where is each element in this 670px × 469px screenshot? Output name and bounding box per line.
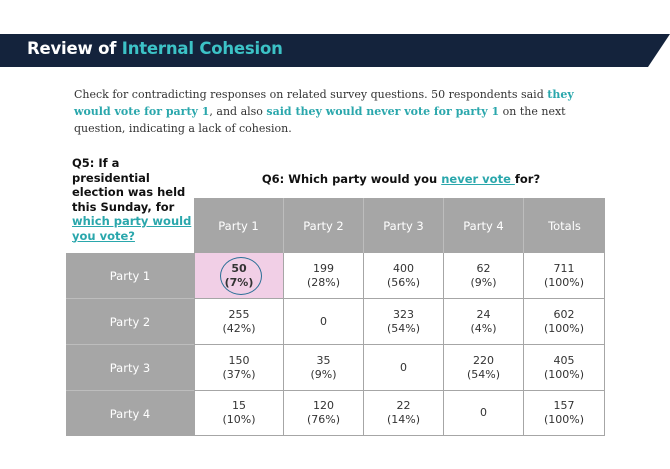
table-cell: 255 (42%) [194,299,284,345]
table-cell: 24 (4%) [444,299,524,345]
table-cell-total: 405 (100%) [524,345,605,391]
page-title: Review of Internal Cohesion [27,39,283,58]
table-cell: 323 (54%) [364,299,444,345]
row-header: Party 1 [66,253,194,299]
row-header: Party 3 [66,345,194,391]
table-cell: 150 (37%) [194,345,284,391]
table-cell: 15 (10%) [194,391,284,436]
table-cell: 220 (54%) [444,345,524,391]
q5-label: Q5: If a presidential election was held … [72,156,192,243]
column-header: Party 2 [284,198,364,253]
column-header: Party 1 [194,198,284,253]
intro-paragraph: Check for contradicting responses on rel… [74,88,574,135]
table-cell: 22 (14%) [364,391,444,436]
cross-tab-table: Party 1 Party 2 Party 3 Party 4 Totals P… [66,198,605,436]
table-cell: 62 (9%) [444,253,524,299]
table-cell-total: 157 (100%) [524,391,605,436]
table-cell: 120 (76%) [284,391,364,436]
column-header: Party 4 [444,198,524,253]
table-cell: 0 [444,391,524,436]
highlight-circle [220,257,262,295]
table-cell: 400 (56%) [364,253,444,299]
table-cell: 0 [284,299,364,345]
table-cell: 199 (28%) [284,253,364,299]
column-header: Totals [524,198,605,253]
q5-underlined: which party would you vote? [72,214,192,243]
table-cell-total: 711 (100%) [524,253,605,299]
row-header: Party 2 [66,299,194,345]
table-cell-total: 602 (100%) [524,299,605,345]
q6-underlined: never vote [441,172,515,186]
highlight-vote-party1: they would vote for party 1 [74,88,574,118]
highlight-never-vote-party1: said they would never vote for party 1 [266,105,500,118]
q6-label: Q6: Which party would you never vote for… [261,172,541,186]
title-banner [0,34,670,67]
table-cell: 0 [364,345,444,391]
table-cell: 35 (9%) [284,345,364,391]
highlighted-cell: 50 (7%) [194,253,284,299]
column-header: Party 3 [364,198,444,253]
table-corner [66,198,194,253]
row-header: Party 4 [66,391,194,436]
